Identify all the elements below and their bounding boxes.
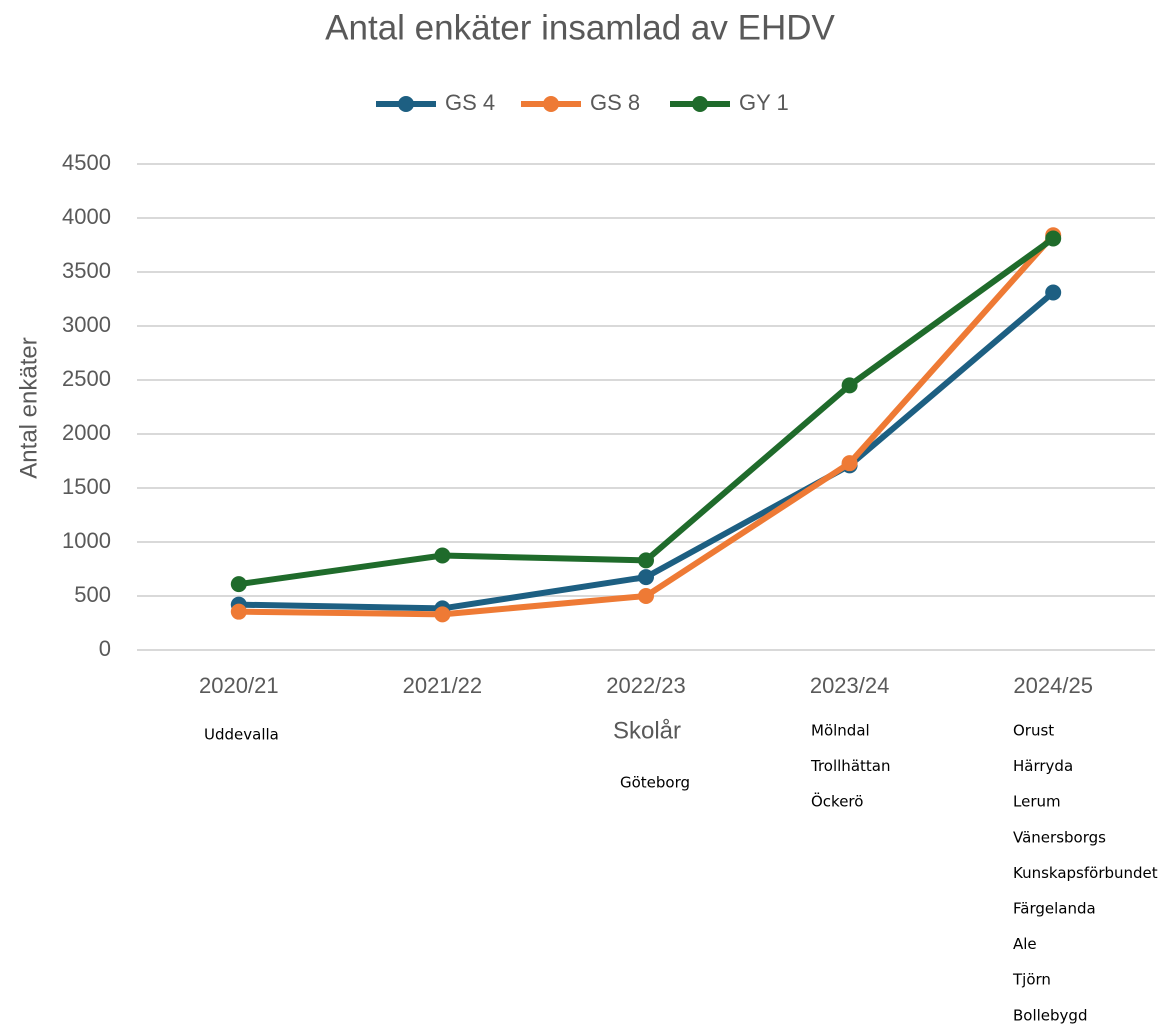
legend-label: GS 4 — [445, 90, 495, 115]
annotation: Uddevalla — [204, 726, 279, 744]
annotation: Öckerö — [811, 792, 863, 811]
x-tick-label: 2020/21 — [199, 673, 279, 698]
data-point — [230, 603, 247, 620]
data-point — [638, 552, 654, 569]
y-tick-label: 3500 — [62, 258, 111, 283]
y-tick-label: 2500 — [62, 366, 111, 391]
annotation: Lerum — [1013, 793, 1061, 811]
annotation: Orust — [1013, 722, 1054, 740]
data-point — [434, 547, 451, 564]
data-point — [841, 455, 858, 472]
y-tick-label: 1000 — [62, 528, 111, 553]
y-tick-label: 4500 — [62, 150, 111, 175]
y-tick-label: 3000 — [62, 312, 111, 337]
chart-title: Antal enkäter insamlad av EHDV — [325, 8, 835, 47]
annotation: Ale — [1013, 935, 1037, 953]
data-point — [1045, 284, 1062, 301]
x-tick-label: 2021/22 — [403, 673, 483, 698]
annotation: Tjörn — [1012, 971, 1051, 989]
legend-marker — [692, 96, 708, 112]
x-tick-label: 2024/25 — [1013, 673, 1093, 698]
y-tick-label: 1500 — [62, 474, 111, 499]
annotation: Göteborg — [620, 774, 690, 792]
annotation: Mölndal — [811, 722, 870, 740]
legend-label: GY 1 — [739, 90, 789, 115]
x-axis-label: Skolår — [613, 717, 681, 744]
annotation: Vänersborgs — [1013, 828, 1106, 846]
y-tick-label: 0 — [99, 636, 111, 661]
data-point — [434, 606, 451, 623]
x-tick-label: 2023/24 — [810, 673, 890, 698]
y-tick-label: 4000 — [62, 204, 111, 229]
x-tick-label: 2022/23 — [606, 673, 686, 698]
annotation: Trollhättan — [810, 757, 890, 775]
data-point — [1045, 230, 1062, 247]
annotation: Härryda — [1013, 757, 1073, 775]
y-tick-label: 2000 — [62, 420, 111, 445]
annotation: Kunskapsförbundet — [1013, 864, 1158, 882]
annotation: Färgelanda — [1013, 900, 1096, 918]
data-point — [230, 576, 247, 593]
legend-marker — [543, 96, 559, 112]
data-point — [638, 588, 654, 604]
annotation: Bollebygd — [1013, 1006, 1087, 1024]
legend-label: GS 8 — [590, 90, 640, 115]
y-axis-label: Antal enkäter — [15, 337, 42, 478]
y-tick-label: 500 — [74, 582, 111, 607]
data-point — [638, 569, 654, 586]
data-point — [841, 377, 858, 394]
legend-marker — [398, 96, 414, 112]
series-line — [238, 236, 1055, 588]
